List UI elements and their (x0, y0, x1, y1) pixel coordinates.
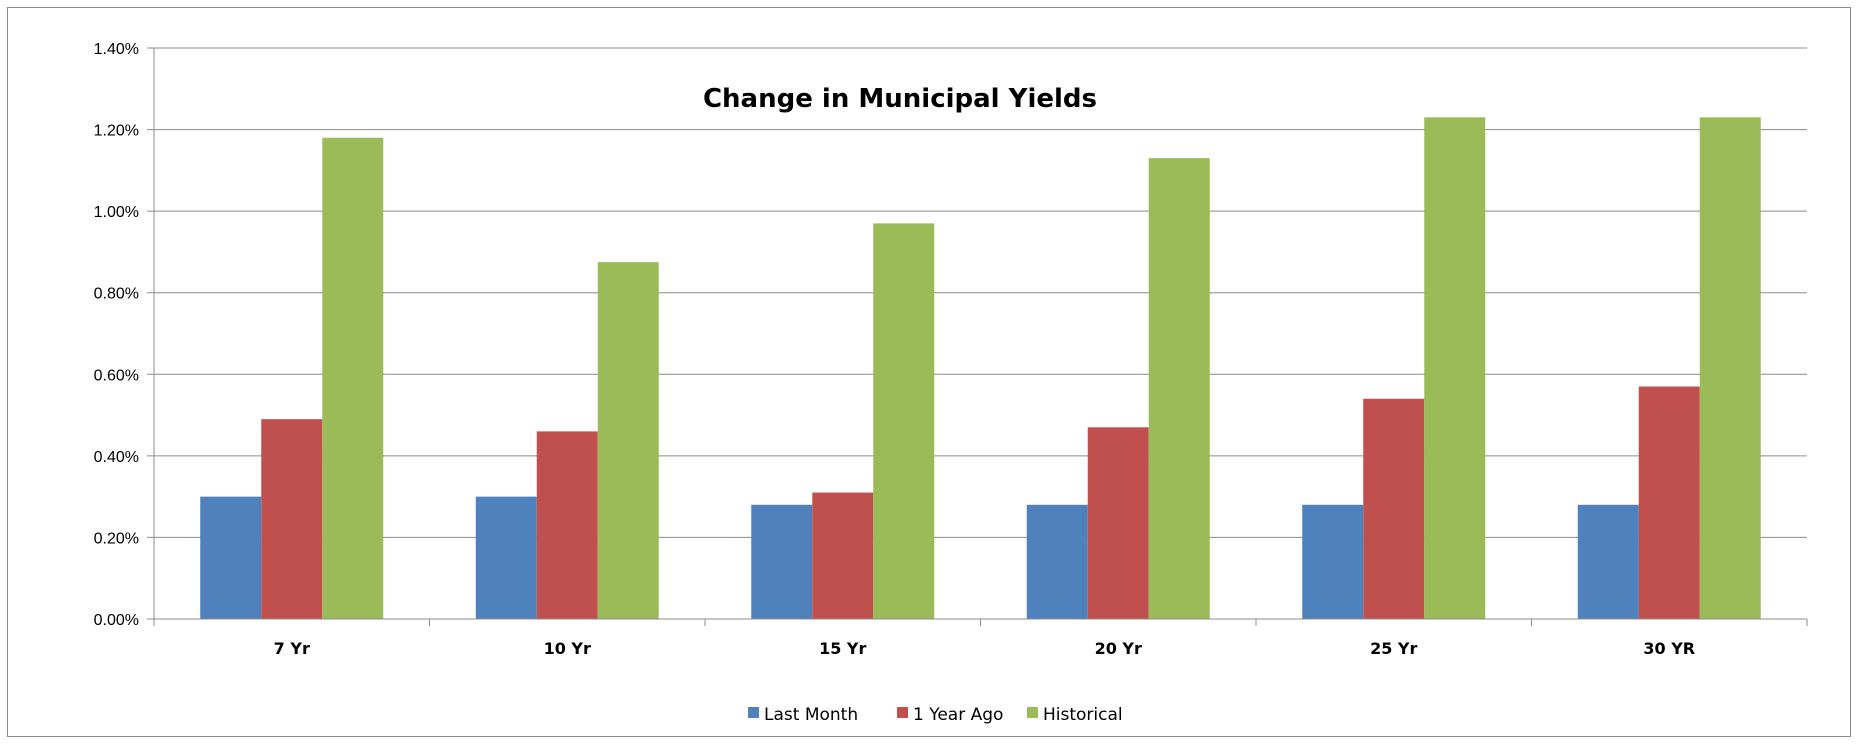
x-tick-label: 10 Yr (544, 639, 591, 658)
legend: Last Month 1 Year Ago Historical (748, 705, 1123, 725)
y-tick-label: 0.40% (94, 449, 139, 466)
chart-title: Change in Municipal Yields (703, 84, 1097, 114)
gridlines (147, 47, 1807, 620)
legend-swatch (1027, 707, 1038, 718)
y-tick-label: 1.00% (94, 204, 139, 221)
bar-historical (597, 262, 659, 619)
bar-last-month (200, 496, 262, 619)
bar-1-year-ago (1363, 398, 1425, 619)
y-tick-label: 0.60% (94, 367, 139, 384)
legend-label: 1 Year Ago (913, 705, 1003, 725)
x-tick-label: 7 Yr (274, 639, 310, 658)
x-axis-tick-labels: 7 Yr 10 Yr 15 Yr 20 Yr 25 Yr 30 YR (274, 639, 1695, 658)
y-tick-label: 0.00% (94, 612, 139, 629)
y-axis-tick-labels: 0.00% 0.20% 0.40% 0.60% 0.80% 1.00% 1.20% 1.40% (94, 41, 139, 629)
bar-last-month (1026, 504, 1088, 619)
bar-historical (873, 223, 935, 619)
bar-last-month (1577, 504, 1639, 619)
bar-historical (1424, 117, 1486, 619)
y-tick-label: 1.20% (94, 123, 139, 140)
x-axis (153, 48, 1808, 626)
bar-1-year-ago (1087, 427, 1149, 619)
bar-historical (1148, 158, 1210, 619)
y-tick-label: 0.20% (94, 530, 139, 547)
x-tick-label: 25 Yr (1370, 639, 1417, 658)
y-tick-label: 1.40% (94, 41, 139, 58)
legend-label: Historical (1043, 705, 1123, 725)
bar-1-year-ago (1638, 386, 1700, 619)
legend-swatch (748, 707, 759, 718)
x-tick-label: 15 Yr (819, 639, 866, 658)
bar-historical (1699, 117, 1761, 619)
bars (200, 117, 1761, 619)
bar-last-month (475, 496, 537, 619)
y-tick-label: 0.80% (94, 286, 139, 303)
bar-last-month (751, 504, 813, 619)
legend-label: Last Month (764, 705, 858, 725)
bar-1-year-ago (536, 431, 598, 619)
bar-historical (322, 137, 384, 619)
bar-1-year-ago (261, 419, 323, 619)
x-tick-label: 30 YR (1643, 639, 1695, 658)
bar-last-month (1302, 504, 1364, 619)
x-tick-label: 20 Yr (1095, 639, 1142, 658)
legend-swatch (897, 707, 908, 718)
bar-1-year-ago (812, 492, 874, 619)
